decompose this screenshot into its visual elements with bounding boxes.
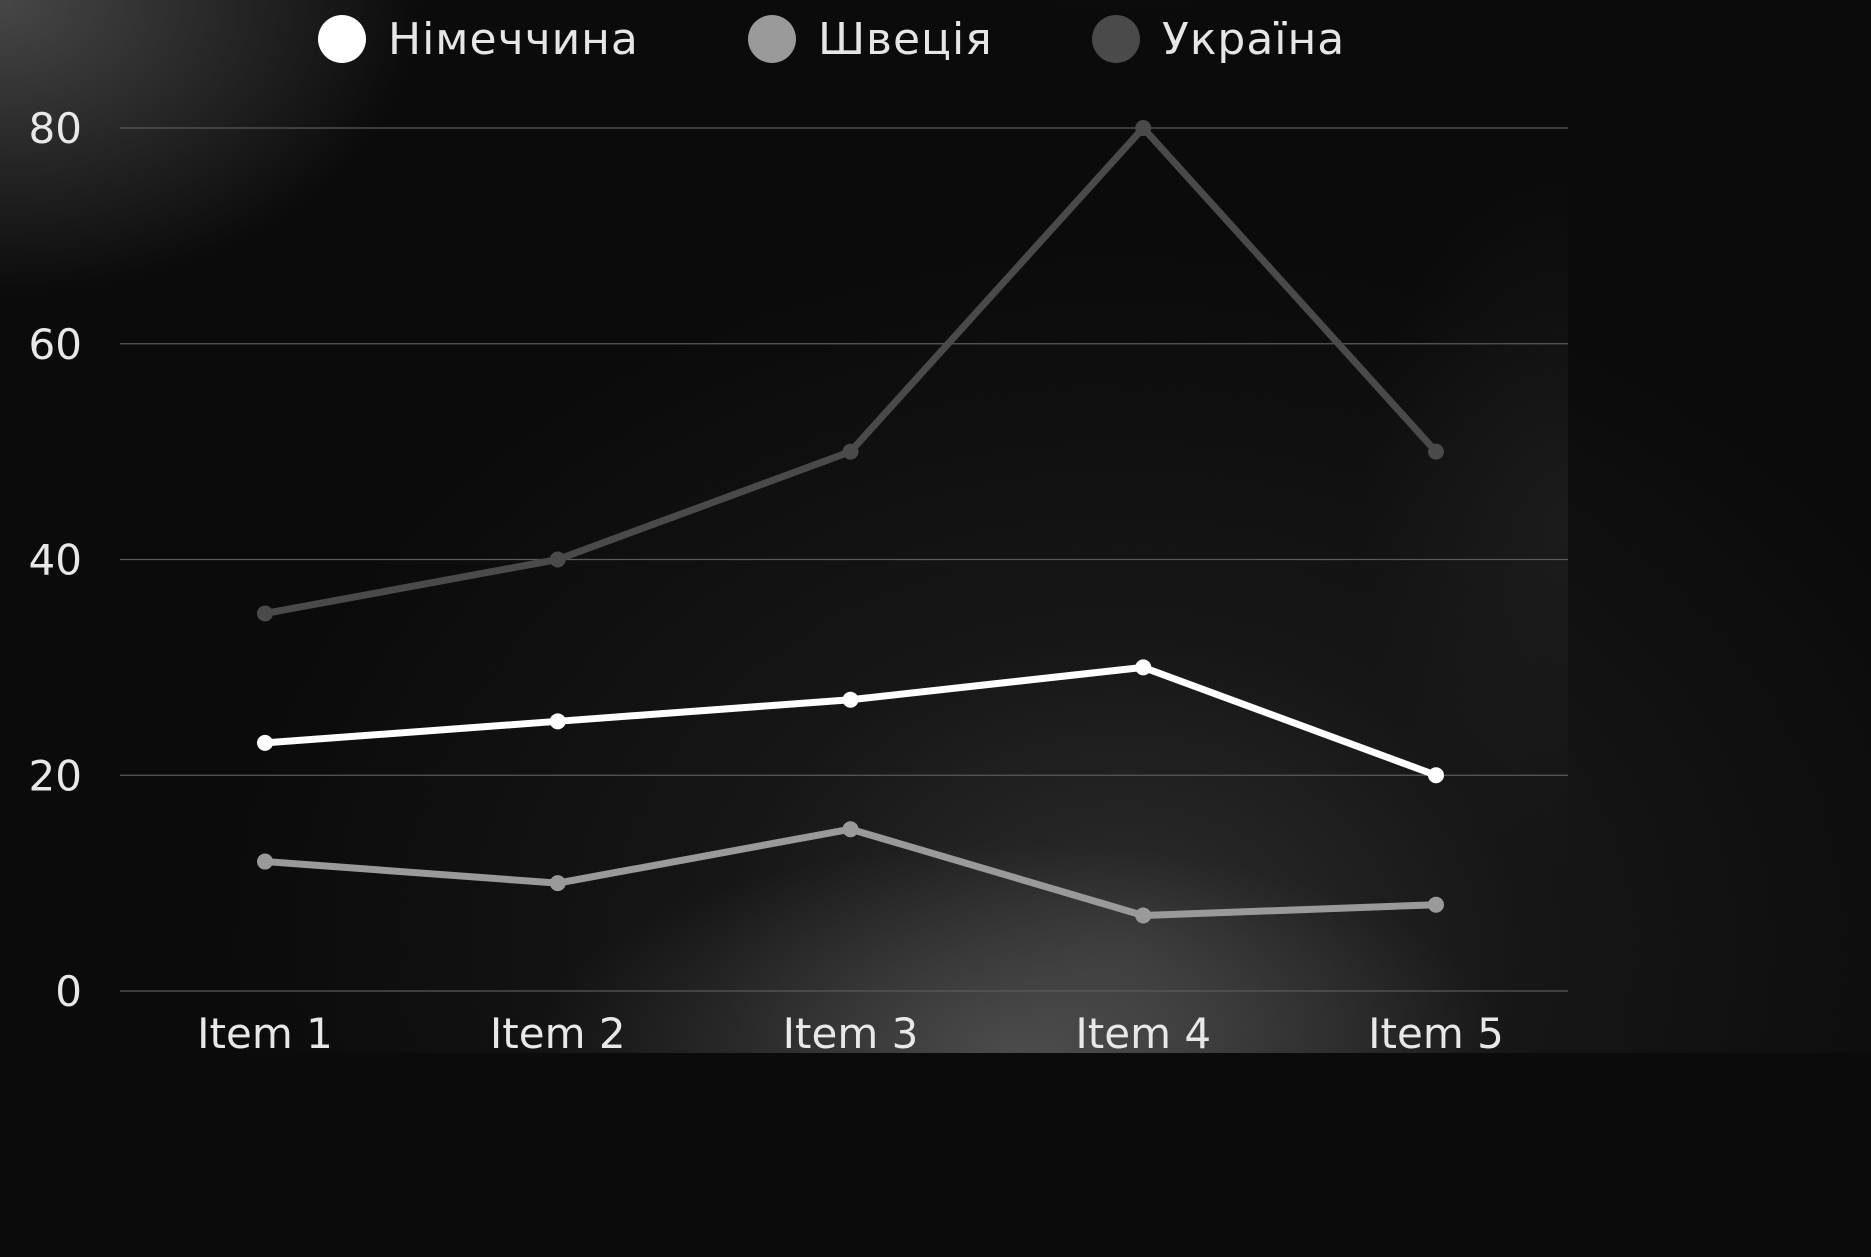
- x-axis-ticks: Item 1 Item 2 Item 3 Item 4 Item 5: [197, 1009, 1504, 1053]
- legend-swatch-ukraine: [1092, 15, 1140, 63]
- series-points: [257, 120, 1444, 924]
- y-tick-label: 0: [55, 967, 82, 1016]
- x-tick-label: Item 3: [783, 1009, 919, 1053]
- series-lines: [261, 124, 1440, 919]
- legend-item-germany: Німеччина: [318, 10, 639, 68]
- legend-label-sweden: Швеція: [818, 13, 993, 65]
- data-point-0-3: [1135, 659, 1152, 676]
- y-axis-ticks: 0 20 40 60 80: [29, 104, 82, 1016]
- data-point-2-0: [257, 605, 273, 622]
- series-line-0: [261, 663, 1440, 779]
- x-tick-label: Item 1: [197, 1009, 333, 1053]
- x-tick-label: Item 4: [1075, 1009, 1211, 1053]
- legend-item-sweden: Швеція: [748, 10, 993, 68]
- data-point-1-2: [842, 821, 859, 838]
- legend-label-ukraine: Україна: [1162, 13, 1346, 65]
- data-point-2-3: [1135, 120, 1152, 136]
- series-line-1: [261, 825, 1440, 919]
- data-point-0-4: [1428, 767, 1444, 784]
- series-line-2: [261, 124, 1440, 617]
- line-chart: 0 20 40 60 80 Item 1 Item 2 Item 3 Item 4 Item 5: [29, 104, 1568, 1053]
- chart-legend: Німеччина Швеція Україна: [0, 10, 1568, 68]
- data-point-0-0: [257, 734, 273, 751]
- data-point-1-3: [1135, 907, 1152, 924]
- y-tick-label: 80: [29, 104, 82, 153]
- data-point-2-1: [549, 551, 566, 568]
- data-point-0-2: [842, 691, 859, 708]
- data-point-2-4: [1428, 443, 1444, 460]
- grid-lines: [120, 127, 1568, 992]
- y-tick-label: 60: [29, 320, 82, 369]
- legend-item-ukraine: Україна: [1092, 10, 1345, 68]
- data-point-0-1: [549, 713, 566, 730]
- legend-label-germany: Німеччина: [388, 13, 639, 65]
- y-tick-label: 40: [29, 536, 82, 585]
- legend-swatch-sweden: [748, 15, 796, 63]
- data-point-1-0: [257, 853, 273, 870]
- x-tick-label: Item 2: [490, 1009, 626, 1053]
- data-point-2-2: [842, 443, 859, 460]
- x-tick-label: Item 5: [1368, 1009, 1504, 1053]
- legend-swatch-germany: [318, 15, 366, 63]
- y-tick-label: 20: [29, 751, 82, 800]
- data-point-1-4: [1428, 896, 1444, 913]
- data-point-1-1: [549, 875, 566, 892]
